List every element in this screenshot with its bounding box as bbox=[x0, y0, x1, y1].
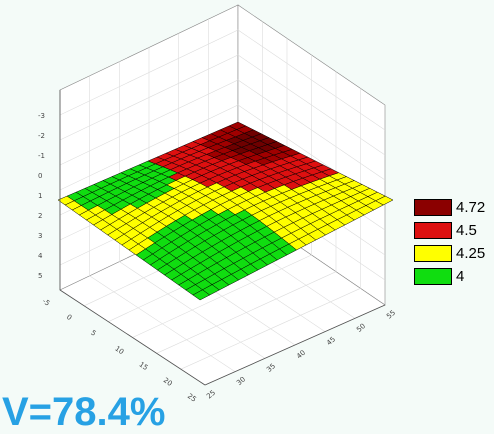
x-tick-label: 40 bbox=[295, 349, 307, 361]
z-tick-label: -2 bbox=[38, 132, 45, 140]
legend: 4.72 4.5 4.25 4 bbox=[414, 196, 485, 288]
grid-line bbox=[59, 29, 386, 131]
legend-item: 4.5 bbox=[414, 219, 485, 242]
z-tick-label: 3 bbox=[38, 232, 42, 240]
x-tick-label: 25 bbox=[205, 389, 217, 401]
y-tick-label: 20 bbox=[162, 376, 174, 388]
y-tick-label: 5 bbox=[89, 329, 97, 338]
axis-line bbox=[204, 304, 386, 386]
legend-label: 4 bbox=[456, 268, 465, 285]
grid-line bbox=[59, 79, 386, 181]
z-tick-label: -1 bbox=[38, 152, 45, 160]
legend-item: 4.25 bbox=[414, 242, 485, 265]
variance-label: V=78.4% bbox=[2, 390, 166, 434]
x-tick-label: 45 bbox=[325, 335, 337, 347]
legend-label: 4.25 bbox=[456, 245, 486, 262]
z-tick-label: 5 bbox=[38, 272, 42, 280]
grid-line bbox=[59, 54, 386, 156]
axis-line bbox=[59, 289, 206, 386]
x-tick-label: 55 bbox=[385, 309, 397, 321]
x-tick-label: 35 bbox=[265, 362, 277, 374]
z-tick-label: 4 bbox=[38, 252, 43, 260]
legend-item: 4 bbox=[414, 265, 485, 288]
z-tick-label: 2 bbox=[38, 212, 42, 220]
y-tick-label: -5 bbox=[41, 297, 51, 308]
legend-swatch bbox=[414, 199, 452, 216]
legend-item: 4.72 bbox=[414, 196, 485, 219]
y-tick-label: 15 bbox=[138, 360, 150, 372]
z-tick-label: -3 bbox=[38, 112, 45, 120]
legend-label: 4.5 bbox=[456, 222, 477, 239]
legend-swatch bbox=[414, 222, 452, 239]
y-tick-label: 10 bbox=[113, 345, 125, 357]
y-tick-label: 25 bbox=[186, 392, 198, 404]
x-tick-label: 50 bbox=[355, 322, 367, 334]
legend-swatch bbox=[414, 245, 452, 262]
z-tick-label: 1 bbox=[38, 192, 42, 200]
y-tick-label: 0 bbox=[65, 313, 73, 322]
surface-cell bbox=[192, 289, 211, 301]
z-tick-label: 0 bbox=[38, 172, 42, 180]
legend-label: 4.72 bbox=[456, 199, 486, 216]
legend-swatch bbox=[414, 268, 452, 285]
x-tick-label: 30 bbox=[235, 375, 247, 387]
